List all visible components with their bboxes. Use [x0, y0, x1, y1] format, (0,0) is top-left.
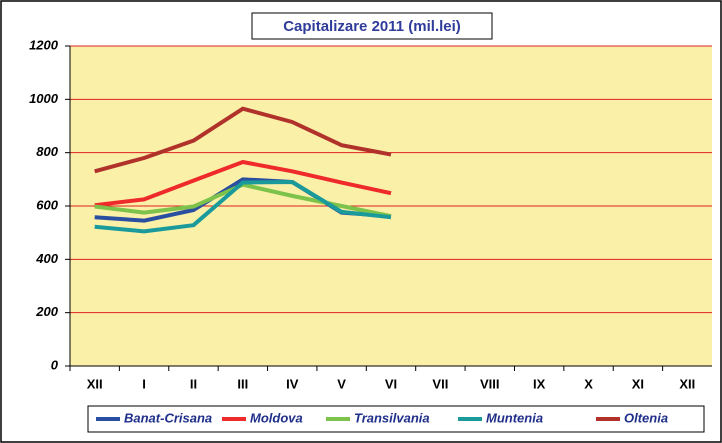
x-tick-label: X: [584, 376, 593, 391]
y-tick-label: 600: [36, 197, 58, 212]
y-tick-label: 200: [35, 304, 58, 319]
series-line: [94, 160, 392, 208]
y-tick-label: 1200: [29, 37, 59, 52]
x-tick-label: VIII: [480, 376, 500, 391]
legend-label: Transilvania: [354, 410, 430, 425]
y-tick-label: 400: [35, 251, 58, 266]
legend-label: Banat-Crisana: [124, 410, 212, 425]
x-tick-label: II: [190, 376, 197, 391]
x-tick-label: I: [142, 376, 146, 391]
x-tick-label: VII: [432, 376, 448, 391]
series-line: [94, 106, 392, 174]
legend-label: Moldova: [250, 410, 303, 425]
chart-title: Capitalizare 2011 (mil.lei): [283, 18, 461, 35]
legend-label: Oltenia: [624, 410, 668, 425]
x-tick-label: XII: [87, 376, 103, 391]
legend-label: Muntenia: [486, 410, 543, 425]
y-tick-label: 800: [36, 144, 58, 159]
x-tick-label: IV: [286, 376, 299, 391]
x-tick-label: V: [337, 376, 346, 391]
series-line: [94, 180, 392, 234]
x-tick-label: XI: [632, 376, 644, 391]
x-tick-label: IX: [533, 376, 546, 391]
x-tick-label: III: [237, 376, 248, 391]
y-tick-label: 0: [51, 357, 59, 372]
x-tick-label: XII: [679, 376, 695, 391]
x-tick-label: VI: [385, 376, 397, 391]
y-tick-label: 1000: [29, 91, 59, 106]
title-box: [251, 12, 493, 40]
